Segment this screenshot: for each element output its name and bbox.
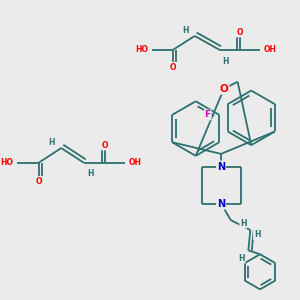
Text: N: N xyxy=(217,199,225,208)
Text: O: O xyxy=(220,84,228,94)
Text: O: O xyxy=(36,177,42,186)
Text: HO: HO xyxy=(1,158,13,167)
Text: O: O xyxy=(170,63,177,72)
Text: H: H xyxy=(48,138,55,147)
Text: H: H xyxy=(254,230,260,239)
Text: OH: OH xyxy=(128,158,142,167)
Text: H: H xyxy=(238,254,245,263)
Text: H: H xyxy=(240,219,247,228)
Text: OH: OH xyxy=(264,45,277,54)
Text: N: N xyxy=(217,162,225,172)
Text: F: F xyxy=(205,110,211,119)
Text: H: H xyxy=(183,26,189,34)
Text: O: O xyxy=(102,141,108,150)
Text: H: H xyxy=(223,57,229,66)
Text: HO: HO xyxy=(135,45,148,54)
Text: H: H xyxy=(87,169,94,178)
Text: O: O xyxy=(236,28,243,37)
